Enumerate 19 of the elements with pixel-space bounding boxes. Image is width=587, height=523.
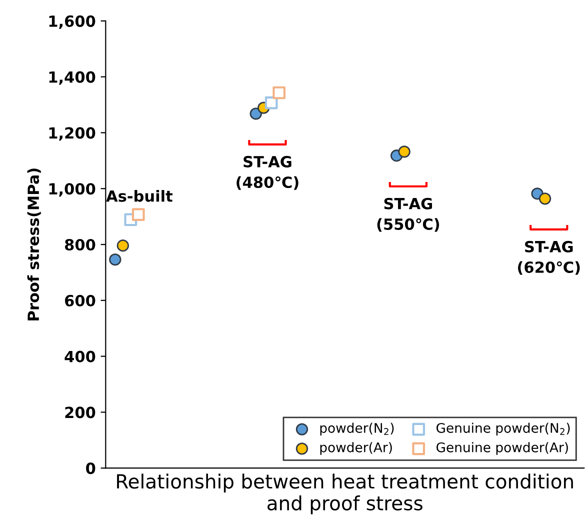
y-tick-label: 200 — [65, 406, 96, 418]
annotation: ST-AG (480℃) — [236, 156, 298, 190]
y-tick-label: 0 — [86, 462, 96, 474]
y-axis-title: Proof stress(MPa) — [27, 168, 41, 320]
legend-label: Genuine powder(Ar) — [436, 442, 568, 455]
y-tick-label: 1,000 — [49, 183, 96, 197]
y-tick-label: 600 — [64, 294, 96, 306]
y-tick-label: 800 — [64, 238, 96, 251]
y-tick-label: 1,600 — [49, 15, 96, 29]
y-tick-label: 1,400 — [49, 71, 96, 85]
legend-label: powder(Ar) — [320, 442, 392, 455]
annotation: ST-AG (620℃) — [518, 240, 580, 275]
legend-label: Genuine powder(N$_{2}$) — [436, 422, 570, 436]
annotation: ST-AG (550℃) — [377, 198, 440, 232]
y-tick-label: 1,200 — [49, 127, 96, 141]
legend-label: powder(N$_{2}$) — [320, 422, 394, 436]
annotation: As-built — [106, 190, 173, 202]
x-axis-title: Relationship between heat treatment condition and proof stress — [117, 474, 573, 514]
y-tick-label: 400 — [64, 350, 96, 362]
